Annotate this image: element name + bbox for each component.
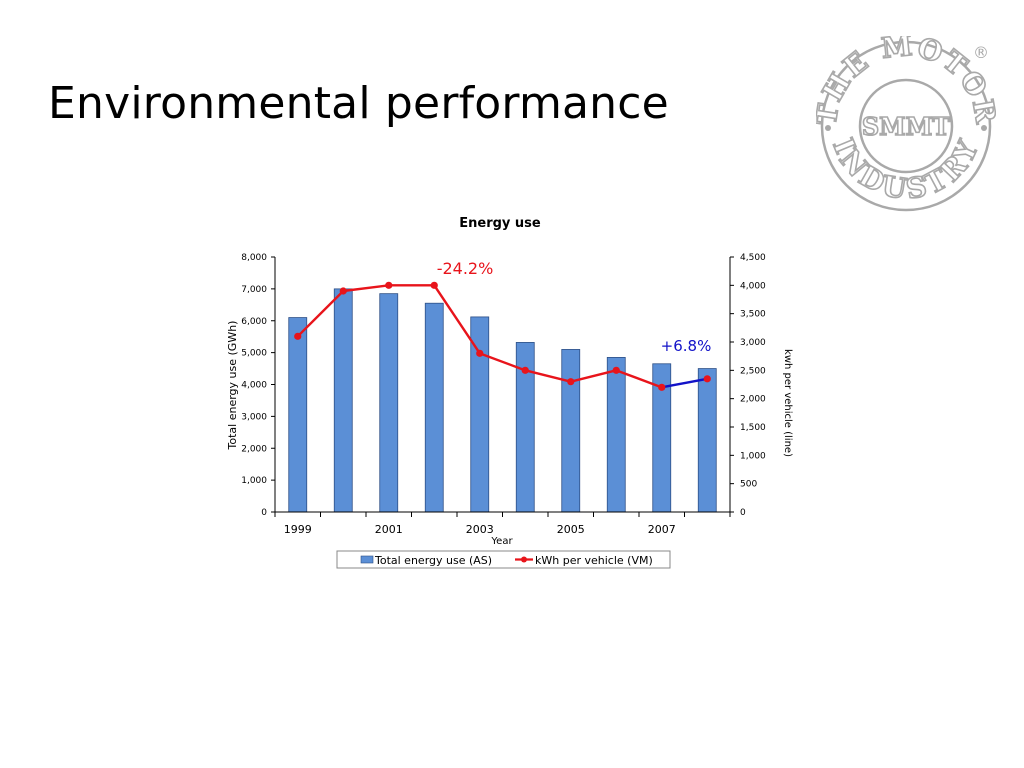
line-segment <box>524 369 572 383</box>
x-tick-label: 2003 <box>466 523 494 536</box>
y2-axis-label: kwh per vehicle (line) <box>782 349 793 457</box>
y2-tick-label: 3,500 <box>740 310 766 320</box>
y2-tick-label: 4,000 <box>740 281 766 291</box>
y-tick-label: 1,000 <box>241 476 267 486</box>
line-segment <box>478 352 527 372</box>
line-segment <box>433 284 481 355</box>
line-point-2002 <box>430 281 438 289</box>
bar-2006 <box>606 357 626 513</box>
line-point-1999 <box>294 332 302 340</box>
y2-tick-label: 2,500 <box>740 366 766 376</box>
line-segment <box>569 369 618 383</box>
slide-title: Environmental performance <box>48 78 669 129</box>
line-point-2003 <box>476 349 484 357</box>
line-point-2001 <box>385 281 393 289</box>
registered-mark-icon: ® <box>973 43 989 62</box>
y-tick-label: 6,000 <box>241 317 267 327</box>
line-segment <box>342 284 390 293</box>
legend-label-bars: Total energy use (AS) <box>374 554 492 567</box>
bar-2008 <box>697 368 717 513</box>
logo-dot-left <box>825 125 831 131</box>
line-segment-highlight <box>660 377 709 389</box>
x-axis-label: Year <box>490 536 513 547</box>
legend-swatch-marker <box>521 556 527 563</box>
line-segment <box>615 369 663 389</box>
line-point-2008 <box>703 375 711 383</box>
logo-outer-ring <box>820 40 992 212</box>
line-point-2006 <box>612 366 620 374</box>
x-tick-label: 2005 <box>557 523 585 536</box>
bar-1999 <box>288 317 308 513</box>
bar-2001 <box>379 293 399 513</box>
y-tick-label: 4,000 <box>241 381 267 391</box>
bar-2003 <box>470 316 490 513</box>
x-tick-label: 1999 <box>284 523 312 536</box>
y-tick-label: 8,000 <box>241 253 267 263</box>
annotation-decrease: -24.2% <box>437 259 494 278</box>
y-tick-label: 7,000 <box>241 285 267 295</box>
line-point-2007 <box>658 383 666 391</box>
bar-2002 <box>424 302 444 513</box>
y-axis-label: Total energy use (GWh) <box>226 321 239 451</box>
x-tick-label: 2007 <box>648 523 676 536</box>
bar-2000 <box>333 288 353 513</box>
logo-dot-right <box>981 125 987 131</box>
line-point-2000 <box>339 287 347 295</box>
y2-tick-label: 2,000 <box>740 395 766 405</box>
y2-tick-label: 1,000 <box>740 451 766 461</box>
y2-tick-label: 4,500 <box>740 253 766 263</box>
legend: Total energy use (AS) kWh per vehicle (V… <box>336 550 671 569</box>
line-segment <box>296 289 345 338</box>
line-point-2004 <box>521 366 529 374</box>
y-tick-label: 3,000 <box>241 412 267 422</box>
legend-box <box>336 550 671 569</box>
y-tick-label: 0 <box>261 508 267 518</box>
y2-tick-label: 3,000 <box>740 338 766 348</box>
x-tick-label: 2001 <box>375 523 403 536</box>
y2-tick-label: 1,500 <box>740 423 766 433</box>
line-point-2005 <box>567 378 575 386</box>
logo-inner-ring <box>858 78 954 174</box>
chart-title: Energy use <box>459 216 541 231</box>
y-tick-label: 5,000 <box>241 349 267 359</box>
annotation-increase: +6.8% <box>661 337 712 355</box>
logo-center-text: SMMT <box>862 112 950 141</box>
y2-tick-label: 500 <box>740 480 757 490</box>
bar-2005 <box>561 349 581 513</box>
y2-tick-label: 0 <box>740 508 746 518</box>
legend-swatch-bars <box>360 555 374 564</box>
y-tick-label: 2,000 <box>241 444 267 454</box>
smmt-logo: THE MOTOR INDUSTRY SMMT ® <box>816 36 996 212</box>
legend-label-line: kWh per vehicle (VM) <box>535 554 653 567</box>
